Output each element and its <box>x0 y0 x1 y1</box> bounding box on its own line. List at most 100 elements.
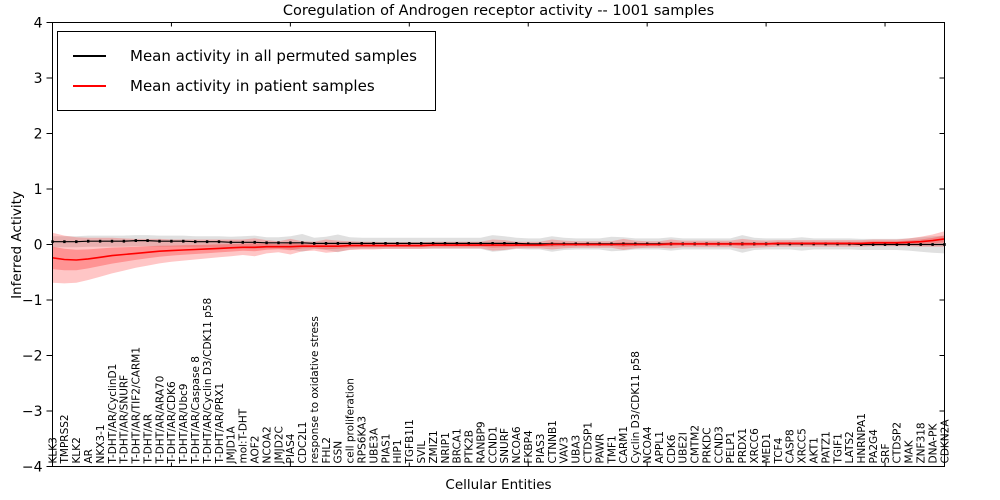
x-tick-label: TGIF1 <box>832 433 844 464</box>
x-tick-label: KLK3 <box>47 437 59 463</box>
permuted-point-marker <box>372 242 375 245</box>
legend-label-patient: Mean activity in patient samples <box>130 77 375 95</box>
x-tick-label: PRKDC <box>701 428 713 464</box>
x-tick-label: UBA3 <box>571 435 583 464</box>
x-tick-label: ZNF318 <box>916 422 928 463</box>
permuted-point-marker <box>75 240 78 244</box>
x-tick-label: UBE2I <box>678 432 690 463</box>
x-tick-label: APPL1 <box>654 431 666 463</box>
permuted-point-marker <box>491 242 494 245</box>
permuted-point-marker <box>895 243 899 246</box>
permuted-point-marker <box>313 242 316 245</box>
permuted-point-marker <box>134 239 137 242</box>
x-tick-label: CASP8 <box>785 429 797 463</box>
x-tick-label: FKBP4 <box>523 430 535 463</box>
x-tick-label: KLK2 <box>71 437 83 463</box>
permuted-point-marker <box>87 239 90 243</box>
x-tick-label: SNURF <box>499 428 511 464</box>
x-tick-label: XRCC6 <box>749 428 761 464</box>
x-tick-label: DNA-PK <box>927 422 939 463</box>
patient-line-swatch-icon <box>73 85 106 87</box>
x-tick-label: CDK6 <box>666 434 678 463</box>
x-tick-label: T-DHT/AR/ARA70 <box>154 376 166 465</box>
permuted-point-marker <box>194 240 197 244</box>
x-tick-label: ZMIZ1 <box>428 430 440 463</box>
permuted-point-marker <box>229 240 233 244</box>
x-tick-label: NCOA4 <box>642 426 654 463</box>
x-tick-label: mol:T-DHT <box>238 408 250 463</box>
x-tick-label: PIAS4 <box>285 433 297 463</box>
permuted-point-marker <box>420 242 423 245</box>
permuted-point-marker <box>122 239 126 243</box>
x-tick-label: SVIL <box>416 441 428 464</box>
chart-title: Coregulation of Androgen receptor activi… <box>282 3 715 19</box>
x-tick-label: CCND3 <box>713 426 725 463</box>
y-tick-label: −1 <box>22 293 43 309</box>
x-tick-label: MED1 <box>761 433 773 463</box>
permuted-point-marker <box>431 242 435 245</box>
permuted-point-marker <box>336 242 340 245</box>
x-tick-label: CMTM2 <box>690 425 702 464</box>
x-tick-label: PA2G4 <box>868 429 880 464</box>
y-tick-label: −3 <box>22 404 43 420</box>
permuted-point-marker <box>63 240 66 244</box>
x-tick-label: PIAS3 <box>535 434 547 464</box>
x-axis-label: Cellular Entities <box>445 477 552 493</box>
x-tick-label: T-DHT/AR <box>142 414 154 465</box>
x-tick-label: cell proliferation <box>345 378 357 463</box>
legend-item-permuted: Mean activity in all permuted samples <box>73 41 417 71</box>
x-tick-label: GSN <box>333 441 345 464</box>
y-tick-label: 0 <box>34 238 43 254</box>
permuted-point-marker <box>455 242 459 245</box>
x-tick-label: CTDSP2 <box>892 422 904 464</box>
x-tick-label: PATZ1 <box>820 431 832 463</box>
y-axis-label: Inferred Activity <box>9 191 25 299</box>
x-tick-label: NCOA6 <box>511 426 523 463</box>
patient-mean-line <box>52 238 945 261</box>
x-tick-label: CDC2L1 <box>297 422 309 464</box>
permuted-point-marker <box>217 240 221 244</box>
permuted-point-marker <box>860 243 863 246</box>
permuted-point-marker <box>919 243 922 246</box>
y-tick-label: −2 <box>22 349 43 365</box>
permuted-point-marker <box>348 242 351 245</box>
x-tick-label: T-DHT/AR/Cyclin D3/CDK11 p58 <box>202 298 214 465</box>
x-tick-label: AR <box>83 449 95 463</box>
x-tick-label: TGFB1I1 <box>404 419 416 464</box>
x-tick-label: PAWR <box>594 434 606 464</box>
x-tick-label: PELP1 <box>725 432 737 464</box>
x-tick-label: CTNNB1 <box>547 420 559 463</box>
permuted-point-marker <box>515 242 518 245</box>
x-tick-label: RPS6KA3 <box>357 416 369 464</box>
permuted-point-marker <box>277 241 280 245</box>
legend: Mean activity in all permuted samples Me… <box>57 31 436 111</box>
permuted-point-marker <box>503 242 506 245</box>
permuted-point-marker <box>883 243 887 246</box>
permuted-point-marker <box>301 241 304 245</box>
x-tick-label: AKT1 <box>808 437 820 463</box>
x-tick-label: MAK <box>904 439 916 463</box>
permuted-point-marker <box>110 239 114 243</box>
x-tick-label: LATS2 <box>844 431 856 463</box>
x-tick-label: Cyclin D3/CDK11 p58 <box>630 351 642 463</box>
x-tick-label: NKX3-1 <box>95 424 107 463</box>
permuted-point-marker <box>265 241 268 245</box>
x-tick-label: TMPRSS2 <box>59 414 71 464</box>
x-tick-label: AOF2 <box>249 436 261 464</box>
x-tick-label: NCOA2 <box>261 426 273 463</box>
x-tick-label: T-DHT/AR/Ubc9 <box>178 384 190 465</box>
x-tick-label: CTDSP1 <box>583 422 595 464</box>
permuted-point-marker <box>289 241 292 245</box>
x-tick-label: UBE3A <box>368 427 380 463</box>
permuted-point-marker <box>146 239 149 242</box>
x-tick-label: HIP1 <box>392 439 404 463</box>
permuted-point-marker <box>158 239 161 243</box>
permuted-line-swatch-icon <box>73 55 106 57</box>
x-tick-label: CARM1 <box>618 426 630 464</box>
permuted-point-marker <box>931 243 934 246</box>
permuted-point-marker <box>360 242 363 245</box>
legend-item-patient: Mean activity in patient samples <box>73 71 417 101</box>
y-tick-label: −4 <box>22 460 43 476</box>
